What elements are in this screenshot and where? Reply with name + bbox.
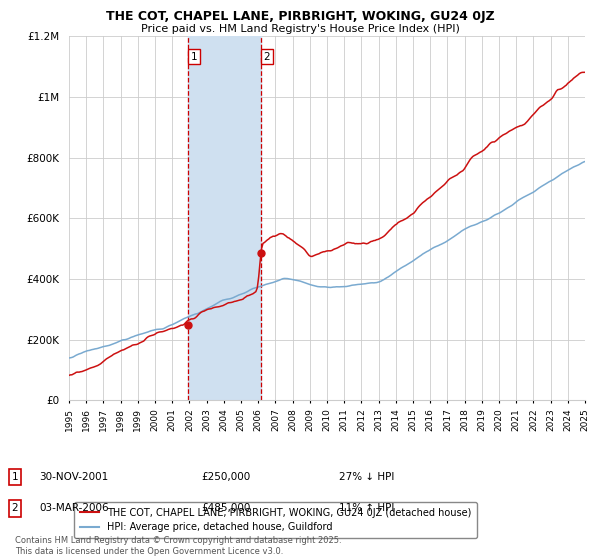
Text: 1: 1 — [11, 472, 19, 482]
Text: 30-NOV-2001: 30-NOV-2001 — [39, 472, 108, 482]
Bar — [188, 36, 261, 400]
Text: £250,000: £250,000 — [201, 472, 250, 482]
Text: £485,000: £485,000 — [201, 503, 250, 514]
Text: 1: 1 — [191, 52, 197, 62]
Text: 2: 2 — [264, 52, 271, 62]
Legend: THE COT, CHAPEL LANE, PIRBRIGHT, WOKING, GU24 0JZ (detached house), HPI: Average: THE COT, CHAPEL LANE, PIRBRIGHT, WOKING,… — [74, 502, 477, 538]
Text: 27% ↓ HPI: 27% ↓ HPI — [339, 472, 394, 482]
Text: Price paid vs. HM Land Registry's House Price Index (HPI): Price paid vs. HM Land Registry's House … — [140, 24, 460, 34]
Text: Contains HM Land Registry data © Crown copyright and database right 2025.
This d: Contains HM Land Registry data © Crown c… — [15, 536, 341, 556]
Text: 2: 2 — [11, 503, 19, 514]
Text: 03-MAR-2006: 03-MAR-2006 — [39, 503, 109, 514]
Text: THE COT, CHAPEL LANE, PIRBRIGHT, WOKING, GU24 0JZ: THE COT, CHAPEL LANE, PIRBRIGHT, WOKING,… — [106, 10, 494, 23]
Text: 11% ↑ HPI: 11% ↑ HPI — [339, 503, 394, 514]
